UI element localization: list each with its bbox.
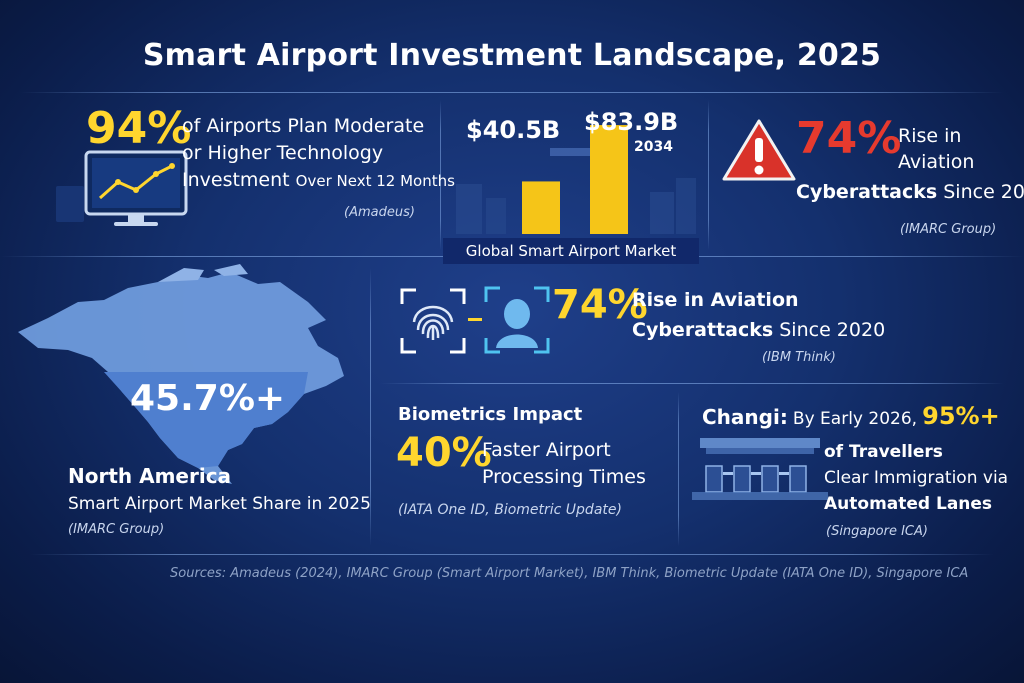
warning-icon	[722, 118, 796, 182]
divider-v1	[440, 100, 441, 250]
divider-right-mid	[380, 383, 1004, 384]
amadeus-percent: 94%	[86, 103, 192, 154]
changi-source: (Singapore ICA)	[826, 524, 928, 539]
biometrics-line2: Processing Times	[482, 466, 646, 488]
biometrics-source: (IATA One ID, Biometric Update)	[398, 502, 622, 518]
cyber-top-line2: Aviation	[898, 151, 975, 173]
market-year-2034: 2034	[634, 139, 673, 155]
cyber-mid-line2-rest: Since 2020	[779, 319, 886, 341]
market-label: Global Smart Airport Market	[465, 242, 677, 260]
market-value-2025: $40.5B	[466, 116, 561, 144]
divider-v4	[678, 392, 679, 546]
fingerprint-icon	[400, 288, 466, 354]
biometrics-line1: Faster Airport	[482, 439, 611, 461]
na-line2-rest: in 2025	[306, 494, 371, 514]
cyber-mid-percent: 74%	[552, 282, 648, 328]
cyber-top-percent: 74%	[796, 113, 902, 164]
amadeus-source: (Amadeus)	[344, 205, 415, 220]
changi-line3: Automated Lanes	[824, 494, 993, 514]
na-line2-main: Smart Airport Market Share	[68, 494, 302, 514]
cyber-top-source: (IMARC Group)	[900, 222, 997, 237]
amadeus-line2: or Higher Technology	[182, 142, 384, 164]
na-line2: Smart Airport Market Share in 2025	[68, 494, 371, 514]
changi-intro: By Early 2026,	[792, 409, 918, 429]
na-share: 45.7%+	[130, 378, 286, 419]
north-america-map-icon	[8, 262, 368, 492]
cyber-top-line3: Cyberattacks Since 2020	[796, 180, 1024, 205]
changi-intro-row: Changi: By Early 2026, 95%+	[702, 402, 1000, 430]
amadeus-line3-main: Investment	[182, 169, 290, 191]
divider-top	[20, 92, 1004, 93]
divider-v2	[708, 100, 709, 250]
divider-v3	[370, 268, 371, 546]
connector-line	[468, 318, 482, 321]
divider-bottom	[30, 554, 994, 555]
changi-line1: of Travellers	[824, 442, 943, 462]
cyber-mid-source: (IBM Think)	[762, 350, 836, 365]
amadeus-line1: of Airports Plan Moderate	[182, 115, 425, 137]
face-scan-icon	[484, 286, 550, 354]
cyber-mid-line2: Cyberattacks Since 2020	[632, 318, 885, 343]
market-bar-1	[590, 125, 628, 234]
cyber-top-line1: Rise in	[898, 125, 962, 147]
biometrics-percent: 40%	[396, 430, 492, 476]
na-source: (IMARC Group)	[68, 522, 165, 537]
market-bar-0	[522, 181, 560, 234]
biometrics-heading: Biometrics Impact	[398, 404, 583, 425]
amadeus-line3-small: Over Next 12 Months	[295, 172, 455, 190]
market-bar-chart	[456, 125, 696, 234]
cyber-mid-line2-bold: Cyberattacks	[632, 319, 774, 341]
changi-line2: Clear Immigration via	[824, 468, 1009, 488]
na-region: North America	[68, 464, 232, 488]
market-value-2034: $83.9B	[584, 108, 679, 136]
monitor-chart-icon	[56, 150, 206, 230]
market-label-box: Global Smart Airport Market	[443, 238, 699, 264]
changi-percent: 95%+	[922, 402, 1000, 430]
page-title: Smart Airport Investment Landscape, 2025	[142, 38, 882, 73]
cyber-top-line3-rest: Since 2020	[943, 181, 1024, 203]
changi-name: Changi:	[702, 405, 788, 429]
automated-gates-icon	[692, 432, 828, 504]
sources-footer: Sources: Amadeus (2024), IMARC Group (Sm…	[170, 566, 969, 581]
cyber-top-line3-bold: Cyberattacks	[796, 181, 938, 203]
cyber-mid-line1: Rise in Aviation	[632, 289, 799, 311]
amadeus-line3: Investment Over Next 12 Months	[182, 168, 455, 194]
